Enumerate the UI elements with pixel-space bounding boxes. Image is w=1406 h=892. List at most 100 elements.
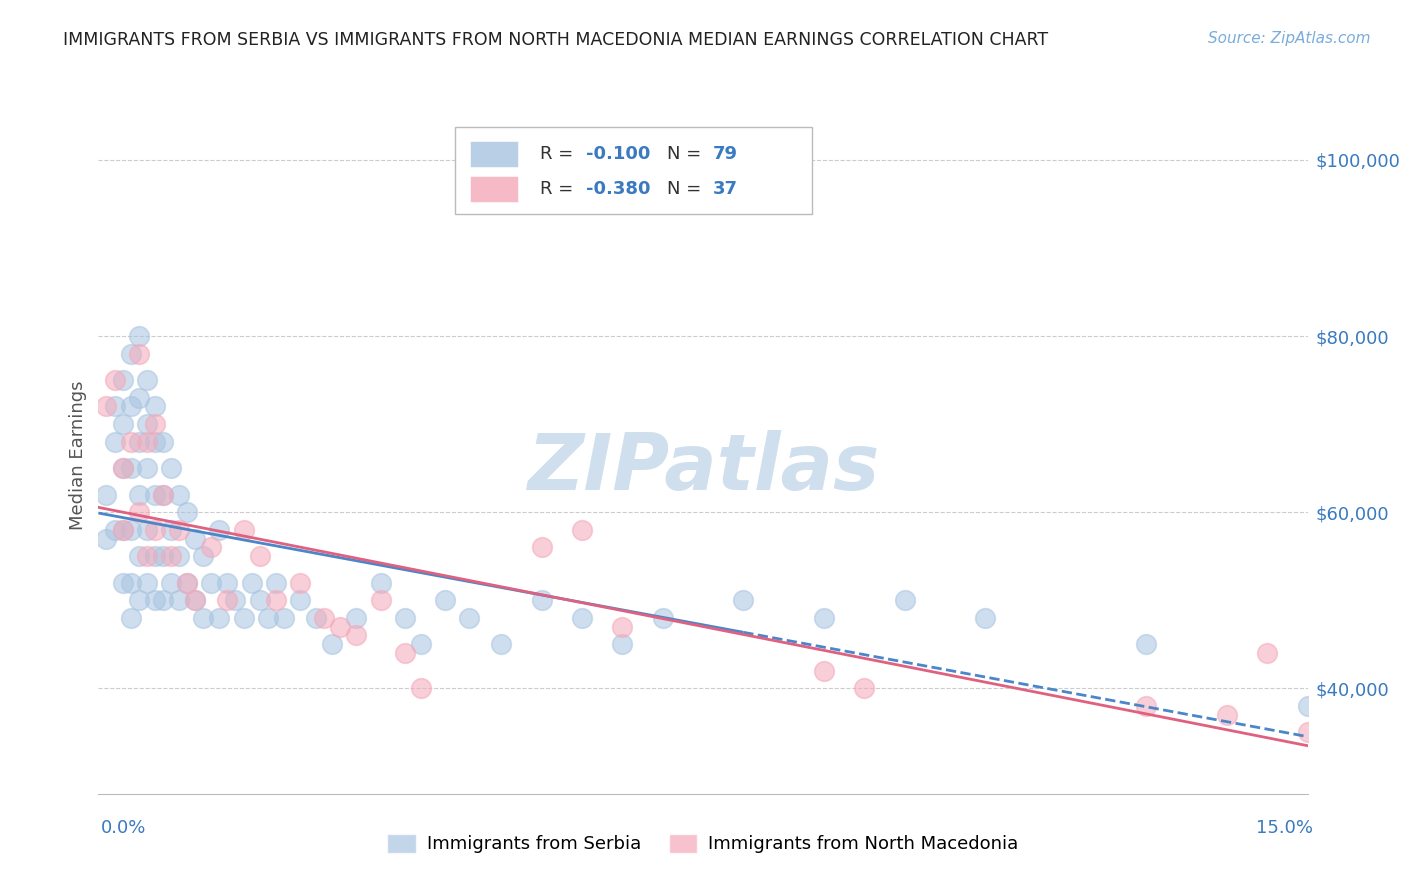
Point [853, 681, 876, 696]
Point [184, 593, 207, 607]
Point [152, 487, 174, 501]
Point [120, 434, 142, 449]
Text: IMMIGRANTS FROM SERBIA VS IMMIGRANTS FROM NORTH MACEDONIA MEDIAN EARNINGS CORREL: IMMIGRANTS FROM SERBIA VS IMMIGRANTS FRO… [63, 31, 1049, 49]
Point [612, 637, 634, 651]
Point [232, 523, 254, 537]
Point [813, 664, 835, 678]
Point [1256, 646, 1278, 660]
Point [370, 575, 392, 590]
Point [184, 532, 207, 546]
Point [143, 523, 166, 537]
Text: N =: N = [666, 145, 707, 163]
Point [1135, 637, 1157, 651]
Point [96, 400, 118, 414]
Point [530, 541, 553, 555]
Point [152, 434, 174, 449]
FancyBboxPatch shape [470, 177, 517, 202]
Point [193, 549, 215, 564]
Point [288, 575, 311, 590]
Point [135, 461, 157, 475]
Text: -0.100: -0.100 [586, 145, 650, 163]
Y-axis label: Median Earnings: Median Earnings [69, 380, 87, 530]
Point [224, 593, 246, 607]
Point [321, 637, 343, 651]
Point [571, 523, 593, 537]
FancyBboxPatch shape [456, 128, 811, 214]
Point [111, 461, 134, 475]
Point [288, 593, 311, 607]
Point [167, 487, 190, 501]
Point [344, 628, 367, 642]
Point [128, 487, 150, 501]
Point [143, 434, 166, 449]
Point [208, 611, 231, 625]
Point [160, 461, 183, 475]
Point [128, 329, 150, 343]
Point [135, 373, 157, 387]
Text: Source: ZipAtlas.com: Source: ZipAtlas.com [1208, 31, 1371, 46]
Text: 0.0%: 0.0% [101, 819, 146, 837]
Point [256, 611, 278, 625]
Point [120, 575, 142, 590]
Point [264, 593, 287, 607]
Point [329, 619, 352, 633]
Point [208, 523, 231, 537]
Text: -0.380: -0.380 [586, 180, 650, 198]
Point [344, 611, 367, 625]
Point [409, 681, 432, 696]
Point [612, 619, 634, 633]
Point [103, 400, 125, 414]
Point [103, 373, 125, 387]
Point [111, 523, 134, 537]
Point [111, 417, 134, 431]
Point [167, 593, 190, 607]
Point [200, 575, 222, 590]
Point [135, 417, 157, 431]
Point [1216, 707, 1239, 722]
Point [249, 593, 271, 607]
Text: N =: N = [666, 180, 707, 198]
Point [135, 523, 157, 537]
Point [200, 541, 222, 555]
Point [143, 417, 166, 431]
Point [96, 532, 118, 546]
Point [128, 391, 150, 405]
Point [111, 461, 134, 475]
Point [103, 523, 125, 537]
Point [128, 434, 150, 449]
Point [111, 575, 134, 590]
Point [176, 575, 198, 590]
Point [184, 593, 207, 607]
Point [120, 400, 142, 414]
Point [152, 593, 174, 607]
Point [264, 575, 287, 590]
Point [128, 505, 150, 519]
Point [120, 523, 142, 537]
Point [491, 637, 513, 651]
Point [135, 434, 157, 449]
Point [128, 593, 150, 607]
Point [167, 523, 190, 537]
Point [974, 611, 997, 625]
Point [143, 593, 166, 607]
Point [1296, 725, 1319, 739]
Point [530, 593, 553, 607]
Point [120, 346, 142, 360]
Point [240, 575, 263, 590]
Point [1296, 698, 1319, 713]
Point [152, 549, 174, 564]
Point [120, 461, 142, 475]
Point [111, 523, 134, 537]
Text: R =: R = [540, 180, 579, 198]
Point [143, 549, 166, 564]
Point [434, 593, 457, 607]
Point [217, 575, 239, 590]
Point [249, 549, 271, 564]
FancyBboxPatch shape [470, 141, 517, 167]
Point [394, 611, 416, 625]
Text: ZIPatlas: ZIPatlas [527, 431, 879, 507]
Point [128, 549, 150, 564]
Text: 79: 79 [713, 145, 738, 163]
Point [152, 487, 174, 501]
Point [160, 549, 183, 564]
